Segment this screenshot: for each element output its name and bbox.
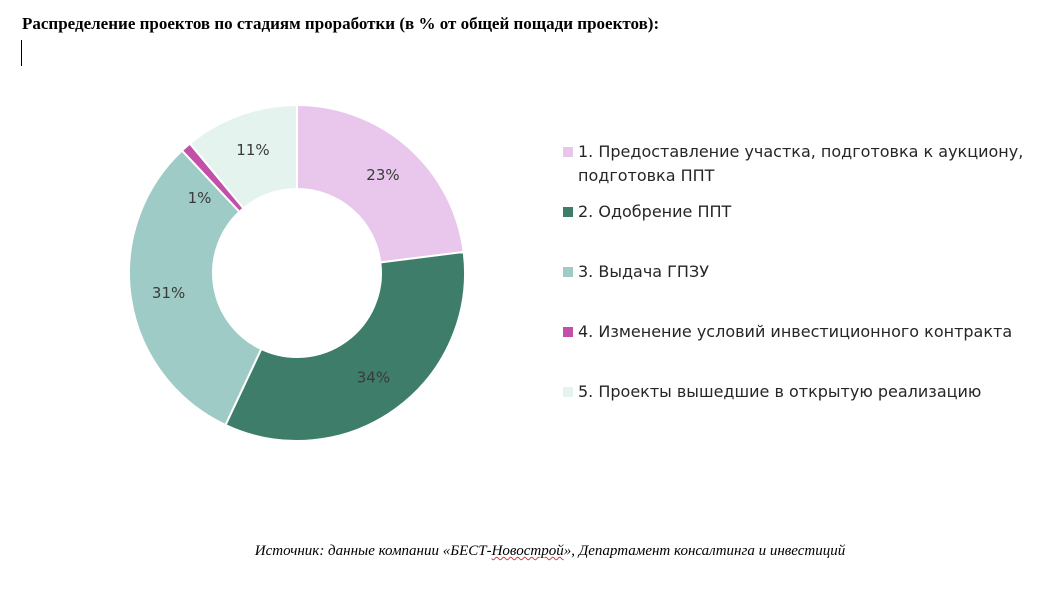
donut-slice-1 xyxy=(296,103,465,264)
legend-label: 3. Выдача ГПЗУ xyxy=(578,262,709,281)
text-cursor xyxy=(21,40,22,66)
legend-swatch xyxy=(563,327,573,337)
legend-item-2: 2. Одобрение ППТ xyxy=(563,200,1028,224)
legend-label: 2. Одобрение ППТ xyxy=(578,202,732,221)
data-label-4: 1% xyxy=(188,189,212,207)
donut-slice-2 xyxy=(224,250,466,442)
legend-label: 5. Проекты вышедшие в открытую реализаци… xyxy=(578,382,982,401)
donut-slice-5 xyxy=(188,103,298,210)
legend-swatch xyxy=(563,207,573,217)
legend-item-4: 4. Изменение условий инвестиционного кон… xyxy=(563,320,1028,344)
page-title: Распределение проектов по стадиям прораб… xyxy=(22,14,660,33)
source-suffix: », Департамент консалтинга и инвестиций xyxy=(563,543,846,559)
legend-swatch xyxy=(563,267,573,277)
data-label-5: 11% xyxy=(236,141,269,159)
legend-swatch xyxy=(563,387,573,397)
source-company-word: Новострой xyxy=(491,543,564,559)
legend-label: 4. Изменение условий инвестиционного кон… xyxy=(578,322,1013,341)
source-note: Источник: данные компании «БЕСТ-Новостро… xyxy=(0,543,1060,560)
legend-swatch xyxy=(563,147,573,157)
legend-label: 1. Предоставление участка, подготовка к … xyxy=(578,142,1024,185)
data-label-2: 34% xyxy=(357,369,390,387)
data-label-1: 23% xyxy=(366,166,399,184)
data-label-3: 31% xyxy=(152,284,185,302)
legend-item-3: 3. Выдача ГПЗУ xyxy=(563,260,1028,284)
donut-slice-3 xyxy=(128,149,263,427)
source-prefix: Источник: данные компании «БЕСТ- xyxy=(254,543,492,559)
legend-item-5: 5. Проекты вышедшие в открытую реализаци… xyxy=(563,380,1028,404)
legend-item-1: 1. Предоставление участка, подготовка к … xyxy=(563,140,1028,188)
